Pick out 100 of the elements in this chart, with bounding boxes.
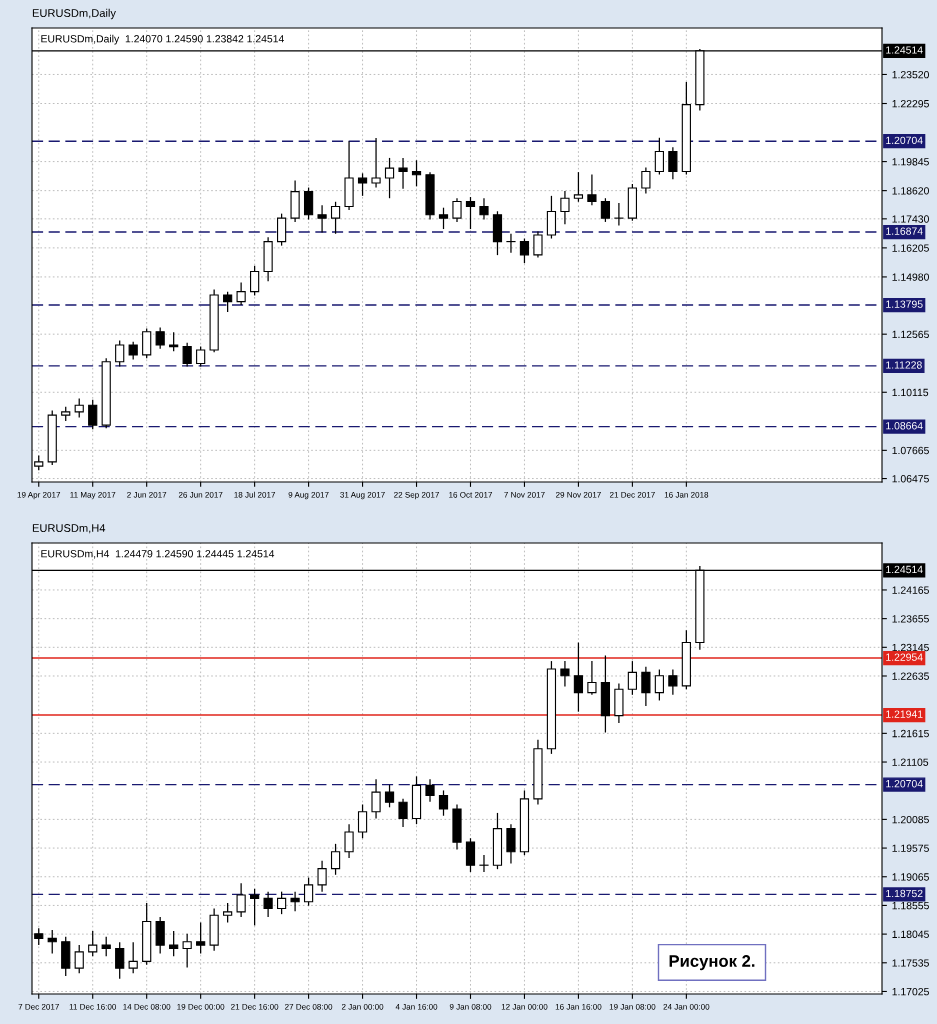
- candlestick: [74, 944, 84, 974]
- x-tick-label: 19 Jan 08:00: [609, 1003, 656, 1010]
- candlestick: [546, 195, 557, 240]
- candlestick: [654, 668, 664, 702]
- x-tick-label: 22 Sep 2017: [394, 491, 439, 500]
- candlestick: [573, 641, 584, 713]
- x-tick-label: 11 May 2017: [70, 491, 116, 500]
- x-tick-label: 14 Dec 08:00: [123, 1003, 171, 1010]
- candlestick: [425, 778, 435, 803]
- y-tick-label: 1.21615: [892, 729, 929, 738]
- x-tick-label: 26 Jun 2017: [178, 491, 223, 498]
- y-tick-label: 1.18555: [892, 901, 929, 910]
- candlestick: [465, 196, 476, 230]
- ref-line-label: 1.16874: [886, 227, 923, 235]
- candlestick: [169, 930, 179, 957]
- ref-line-label: 1.24514: [886, 565, 923, 574]
- candlestick: [142, 327, 152, 359]
- candlestick: [330, 843, 341, 876]
- candlestick: [236, 281, 246, 306]
- y-tick-label: 1.12565: [892, 330, 929, 339]
- y-tick-label: 1.21105: [892, 758, 929, 766]
- candlestick: [155, 326, 165, 350]
- y-tick-label: 1.22295: [892, 100, 929, 108]
- x-tick-label: 2 Jan 00:00: [341, 1003, 384, 1010]
- candlestick: [627, 660, 637, 696]
- candlestick: [452, 197, 462, 223]
- candlestick: [614, 202, 624, 227]
- candlestick: [277, 213, 287, 247]
- x-tick-label: 27 Dec 08:00: [285, 1003, 333, 1010]
- candlestick: [465, 837, 476, 873]
- x-tick-label: 24 Jan 00:00: [663, 1003, 710, 1010]
- y-tick-label: 1.20085: [892, 815, 929, 824]
- x-tick-label: 7 Dec 2017: [18, 1003, 59, 1010]
- candlestick: [317, 204, 327, 234]
- candlestick: [438, 207, 449, 230]
- x-tick-label: 19 Dec 00:00: [177, 1003, 225, 1010]
- x-tick-label: 21 Dec 16:00: [231, 1003, 279, 1010]
- y-tick-label: 1.19845: [892, 158, 929, 166]
- x-tick-label: 7 Nov 2017: [504, 491, 545, 498]
- x-tick-label: 16 Jan 2018: [664, 491, 709, 498]
- x-tick-label: 18 Jul 2017: [234, 491, 276, 498]
- candlestick: [277, 891, 287, 915]
- y-tick-label: 1.17430: [892, 215, 929, 223]
- y-tick-label: 1.19575: [892, 844, 929, 852]
- candlestick: [223, 291, 233, 313]
- candlestick: [88, 399, 98, 430]
- x-tick-label: 29 Nov 2017: [555, 491, 601, 498]
- y-tick-label: 1.19065: [892, 873, 929, 881]
- y-tick-label: 1.23145: [892, 643, 929, 652]
- x-tick-label: 9 Aug 2017: [288, 491, 329, 500]
- x-tick-label: 4 Jan 16:00: [395, 1003, 438, 1010]
- candlestick: [519, 237, 530, 264]
- candlestick: [506, 823, 516, 865]
- candlestick: [169, 331, 179, 352]
- candlestick: [101, 936, 111, 957]
- candlestick: [506, 233, 516, 254]
- candlestick: [263, 891, 273, 918]
- y-tick-label: 1.23655: [892, 615, 929, 623]
- candlestick: [668, 668, 678, 696]
- candlestick: [398, 157, 408, 190]
- x-tick-label: 9 Jan 08:00: [449, 1003, 492, 1010]
- candlestick: [641, 666, 651, 707]
- annotation: Рисунок 2.: [669, 955, 755, 971]
- candlestick: [384, 157, 395, 199]
- x-tick-label: 16 Jan 16:00: [555, 1003, 602, 1010]
- candlestick: [303, 876, 314, 907]
- x-tick-label: 11 Dec 16:00: [69, 1003, 117, 1010]
- ref-line-label: 1.22954: [886, 653, 923, 661]
- ref-line-label: 1.18752: [886, 889, 923, 898]
- candlestick: [600, 197, 611, 223]
- y-tick-label: 1.07665: [892, 446, 929, 455]
- candlestick: [560, 660, 570, 688]
- x-tick-label: 2 Jun 2017: [127, 491, 167, 498]
- y-tick-label: 1.17535: [892, 959, 929, 967]
- candlestick: [668, 146, 678, 180]
- candlestick: [641, 166, 651, 195]
- candlestick: [371, 137, 381, 189]
- ref-line-label: 1.20704: [886, 136, 923, 145]
- candlestick: [371, 778, 381, 820]
- y-tick-label: 1.17025: [892, 987, 929, 996]
- y-tick-label: 1.16205: [892, 244, 929, 252]
- y-tick-label: 1.06475: [892, 475, 929, 483]
- x-tick-label: 19 Apr 2017: [17, 491, 61, 500]
- candlestick: [182, 342, 192, 368]
- candlestick: [290, 891, 300, 912]
- candlestick: [88, 930, 98, 957]
- candlestick: [182, 933, 192, 969]
- x-tick-label: 21 Dec 2017: [609, 491, 655, 498]
- y-tick-label: 1.22635: [892, 672, 929, 680]
- y-tick-label: 1.10115: [892, 388, 929, 397]
- candlestick: [223, 902, 233, 924]
- y-tick-label: 1.18620: [892, 187, 929, 195]
- candlestick: [317, 860, 327, 893]
- candlestick: [479, 854, 489, 873]
- ref-line-label: 1.24514: [886, 46, 923, 54]
- candlestick: [115, 941, 125, 980]
- candlestick: [654, 137, 664, 176]
- text: EURUSDm,Daily 1.24070 1.24590 1.23842 1.24514: [41, 34, 284, 45]
- candlestick: [573, 171, 584, 203]
- candlestick: [357, 803, 368, 839]
